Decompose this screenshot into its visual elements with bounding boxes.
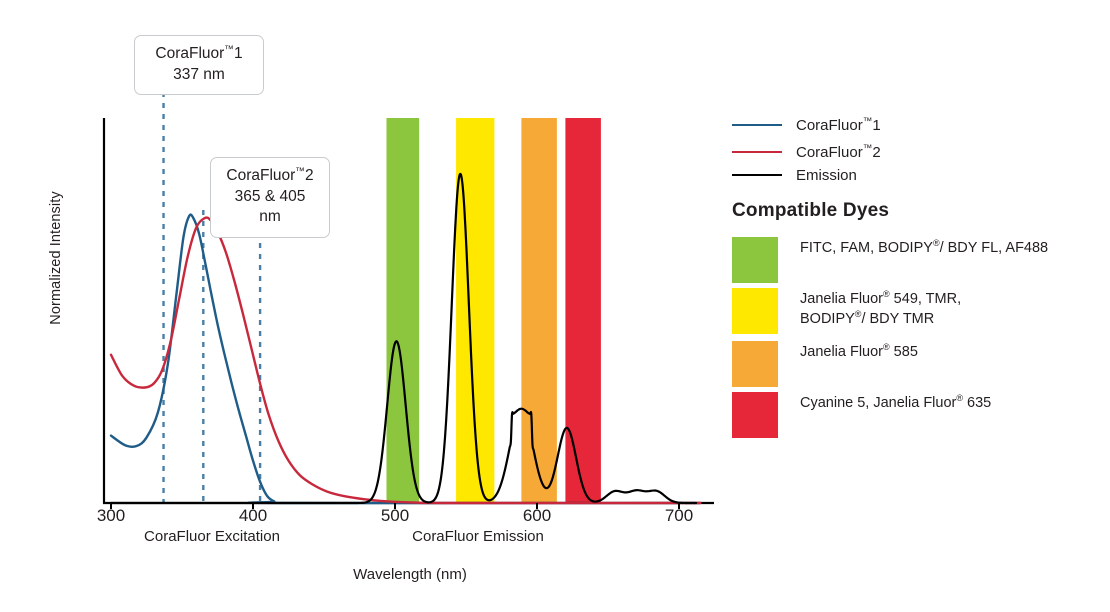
legend-item-1[interactable]: CoraFluor™1 (732, 116, 881, 134)
green-band (386, 118, 420, 503)
emission-band-group (386, 118, 601, 503)
dye-color-swatch (732, 341, 778, 387)
dye-label-line: BODIPY®/ BDY TMR (800, 308, 935, 327)
legend-item-2[interactable]: CoraFluor™2 (732, 143, 881, 161)
trademark-symbol: ™ (862, 143, 873, 154)
dye-item-label: Janelia Fluor® 585 (800, 341, 918, 362)
callout1-line2: 337 nm (173, 65, 225, 83)
curve-corafluor1-excitation (109, 213, 702, 505)
x-tick-500: 500 (380, 506, 410, 525)
spectra-chart: Normalized Intensity 300 400 500 600 700… (48, 35, 714, 583)
dye-label-line: FITC, FAM, BODIPY®/ BDY FL, AF488 (800, 238, 1049, 256)
x-axis-label: Wavelength (nm) (353, 566, 467, 583)
legend-label-name: Emission (796, 166, 857, 184)
callout2-line2: 365 & 405 nm (234, 187, 306, 226)
registered-symbol: ® (854, 308, 862, 319)
dye-label-line: Janelia Fluor® 549, TMR, (800, 289, 962, 307)
callout-corafluor1: CoraFluor™1 337 nm (134, 35, 264, 96)
dye-color-swatch (732, 392, 778, 438)
legend-line-swatch (732, 124, 782, 126)
dye-item-2[interactable]: Janelia Fluor® 549, TMR, BODIPY®/ BDY TMR (732, 288, 961, 334)
x-tick-group (110, 503, 680, 509)
legend-label-name: CoraFluor (796, 144, 863, 161)
callout2-number: 2 (305, 167, 314, 185)
callout2-line1: CoraFluor™2 (223, 166, 317, 187)
plot-canvas (102, 92, 714, 509)
section-label-emission: CoraFluor Emission (412, 528, 544, 545)
dye-item-3[interactable]: Janelia Fluor® 585 (732, 341, 918, 387)
dye-label-line: Cyanine 5, Janelia Fluor® 635 (800, 393, 992, 411)
legend-item-3[interactable]: Emission (732, 166, 857, 184)
compatible-dyes-heading: Compatible Dyes (732, 200, 890, 221)
dye-item-1[interactable]: FITC, FAM, BODIPY®/ BDY FL, AF488 (732, 237, 1048, 283)
x-tick-700: 700 (664, 506, 694, 525)
legend-item-label: CoraFluor™2 (796, 143, 881, 161)
curve-emission (109, 172, 698, 505)
dye-item-label: FITC, FAM, BODIPY®/ BDY FL, AF488 (800, 237, 1048, 258)
callout1-name: CoraFluor (155, 45, 225, 63)
registered-symbol: ® (883, 289, 890, 299)
trademark-symbol: ™ (862, 116, 873, 127)
x-tick-400: 400 (238, 506, 268, 525)
dye-item-4[interactable]: Cyanine 5, Janelia Fluor® 635 (732, 392, 991, 438)
section-label-excitation: CoraFluor Excitation (144, 528, 280, 545)
legend-item-label: Emission (796, 167, 857, 184)
legend-line-swatch (732, 174, 782, 176)
callout-corafluor2: CoraFluor™2 365 & 405 nm (210, 157, 330, 238)
callout1-line1: CoraFluor™1 (147, 44, 251, 65)
legend-label-name: CoraFluor (796, 117, 863, 134)
x-tick-300: 300 (96, 506, 126, 525)
callout2-name: CoraFluor (226, 167, 296, 185)
dye-item-label: Cyanine 5, Janelia Fluor® 635 (800, 392, 991, 413)
trademark-symbol: ™ (295, 166, 305, 177)
y-axis-label: Normalized Intensity (48, 191, 64, 325)
dye-item-label: Janelia Fluor® 549, TMR, BODIPY®/ BDY TMR (800, 288, 961, 329)
registered-symbol: ® (956, 393, 964, 403)
red-band (565, 118, 601, 503)
legend-label-number: 1 (872, 117, 881, 134)
dye-label-line: Janelia Fluor® 585 (800, 342, 918, 360)
callout1-number: 1 (234, 45, 243, 63)
legend-line-swatch (732, 151, 782, 153)
legend-panel: CoraFluor™1 CoraFluor™2 Emission Compatibl… (726, 0, 1110, 612)
legend-item-label: CoraFluor™1 (796, 116, 881, 134)
registered-symbol: ® (883, 342, 890, 352)
registered-symbol: ® (932, 238, 940, 248)
x-tick-600: 600 (522, 506, 552, 525)
trademark-symbol: ™ (224, 44, 234, 55)
dye-color-swatch (732, 288, 778, 334)
curve-corafluor2-excitation (109, 216, 702, 505)
orange-band (521, 118, 557, 503)
legend-label-number: 2 (872, 144, 881, 161)
spectra-curve-group (109, 172, 702, 505)
dye-color-swatch (732, 237, 778, 283)
